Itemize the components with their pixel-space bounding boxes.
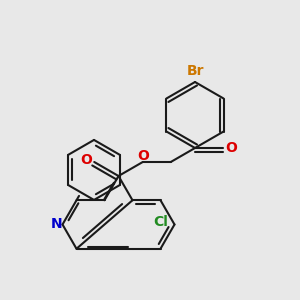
Text: O: O	[137, 149, 149, 163]
Text: O: O	[80, 153, 92, 167]
Text: Br: Br	[186, 64, 204, 78]
Text: O: O	[225, 141, 237, 155]
Text: Cl: Cl	[153, 215, 168, 230]
Text: N: N	[51, 218, 62, 232]
